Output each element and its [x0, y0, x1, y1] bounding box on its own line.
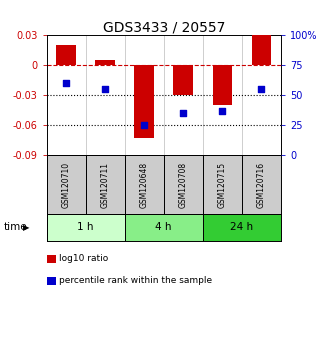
Text: 1 h: 1 h [77, 222, 94, 232]
Point [259, 87, 264, 92]
Bar [252, 35, 271, 65]
Text: 4 h: 4 h [155, 222, 172, 232]
Point [181, 110, 186, 116]
Point [102, 87, 108, 92]
Point [220, 108, 225, 114]
Text: GSM120715: GSM120715 [218, 162, 227, 208]
Bar [95, 61, 115, 65]
Text: GSM120716: GSM120716 [257, 162, 266, 208]
Bar [125, 214, 203, 241]
Text: GSM120648: GSM120648 [140, 162, 149, 208]
Bar [173, 65, 193, 95]
Text: GSM120711: GSM120711 [100, 162, 110, 208]
Bar [134, 65, 154, 138]
Text: GSM120710: GSM120710 [62, 162, 71, 208]
Bar [47, 155, 86, 214]
Bar [164, 155, 203, 214]
Bar [203, 214, 281, 241]
Bar [203, 155, 242, 214]
Bar [86, 155, 125, 214]
Text: percentile rank within the sample: percentile rank within the sample [59, 276, 212, 285]
Text: log10 ratio: log10 ratio [59, 254, 108, 263]
Bar [56, 45, 76, 65]
Bar [242, 155, 281, 214]
Point [142, 122, 147, 128]
Point [64, 81, 69, 86]
Title: GDS3433 / 20557: GDS3433 / 20557 [102, 20, 225, 34]
Bar [47, 214, 125, 241]
Text: ▶: ▶ [23, 223, 30, 232]
Text: time: time [3, 222, 27, 232]
Bar [213, 65, 232, 105]
Text: GSM120708: GSM120708 [179, 162, 188, 208]
Bar [125, 155, 164, 214]
Text: 24 h: 24 h [230, 222, 253, 232]
